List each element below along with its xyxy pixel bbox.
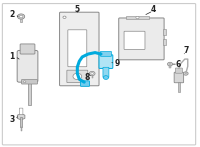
Circle shape (183, 72, 188, 75)
Circle shape (169, 63, 171, 65)
FancyBboxPatch shape (80, 81, 90, 86)
FancyBboxPatch shape (20, 44, 35, 54)
FancyBboxPatch shape (99, 55, 113, 69)
Bar (20, 117, 22, 127)
Circle shape (136, 16, 139, 19)
Text: 7: 7 (183, 46, 188, 55)
Bar (169, 66, 171, 69)
Circle shape (19, 15, 23, 18)
Text: 6: 6 (175, 60, 181, 69)
FancyBboxPatch shape (17, 50, 38, 82)
Bar (28, 81, 31, 105)
FancyBboxPatch shape (19, 108, 23, 115)
Bar (21, 127, 22, 131)
Bar (92, 76, 93, 78)
Polygon shape (17, 114, 25, 120)
Circle shape (167, 62, 173, 66)
Text: 2: 2 (10, 10, 15, 19)
Text: 4: 4 (151, 5, 156, 14)
Bar (178, 82, 180, 92)
Circle shape (63, 16, 66, 18)
Circle shape (91, 73, 93, 74)
Circle shape (23, 81, 26, 83)
FancyBboxPatch shape (100, 51, 111, 56)
Text: 3: 3 (10, 115, 15, 124)
Text: 9: 9 (114, 59, 119, 68)
FancyBboxPatch shape (67, 70, 88, 83)
Circle shape (89, 71, 95, 76)
Circle shape (103, 76, 108, 79)
FancyBboxPatch shape (175, 68, 182, 73)
FancyBboxPatch shape (124, 31, 145, 49)
FancyBboxPatch shape (103, 67, 109, 77)
Bar (163, 29, 166, 35)
Bar (126, 16, 149, 19)
Bar (20, 19, 22, 22)
Circle shape (73, 73, 82, 80)
Text: 1: 1 (10, 52, 15, 61)
Text: 5: 5 (75, 5, 80, 14)
Bar (163, 39, 166, 45)
Circle shape (18, 14, 25, 19)
Text: 8: 8 (84, 73, 90, 82)
FancyBboxPatch shape (68, 30, 87, 67)
FancyBboxPatch shape (60, 12, 99, 86)
FancyBboxPatch shape (119, 18, 164, 60)
FancyBboxPatch shape (174, 72, 184, 83)
FancyBboxPatch shape (22, 80, 37, 84)
